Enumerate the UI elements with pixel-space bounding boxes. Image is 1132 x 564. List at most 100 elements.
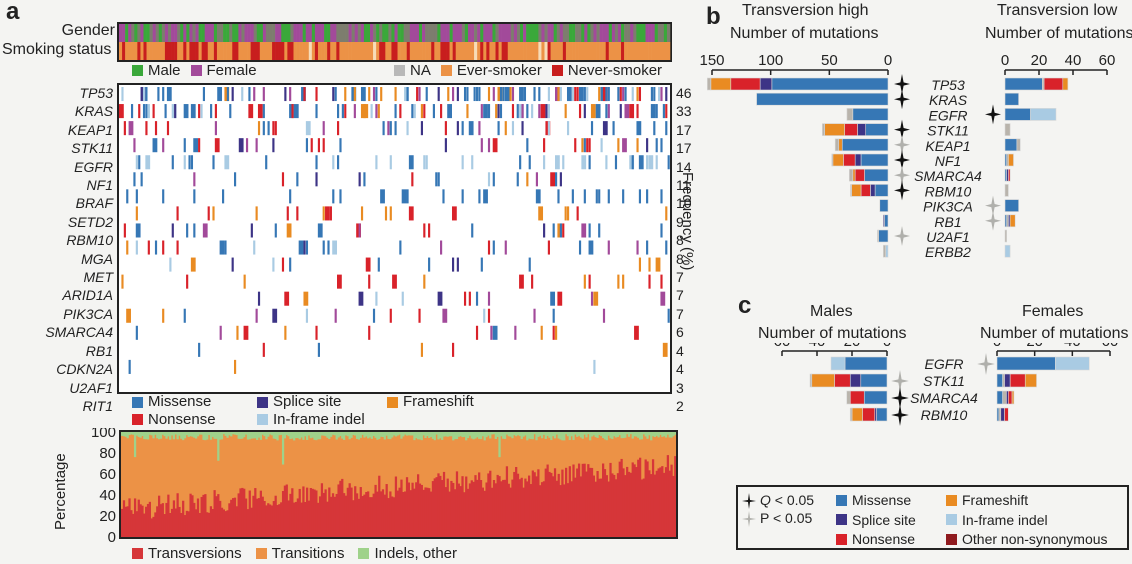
indel-bar [574, 432, 577, 435]
indel-bar [383, 432, 386, 440]
gender-cell [195, 24, 199, 42]
smoking-cell [167, 42, 172, 60]
transversion-bar [311, 488, 314, 537]
indel-bar [346, 432, 349, 437]
transversion-bar [528, 475, 531, 537]
mutation-cell [492, 138, 498, 153]
gender-cell [119, 24, 123, 42]
transversion-bar [248, 490, 251, 537]
transversion-bar [200, 496, 203, 537]
bar-segment-splice-site [1000, 407, 1005, 422]
mutation-cell [406, 189, 409, 204]
axis-tick-label: 20 [1031, 52, 1048, 69]
mutation-cell [171, 223, 174, 238]
bar-segment-frameshift [824, 123, 845, 136]
mutation-cell [523, 87, 527, 102]
mutation-cell [147, 104, 150, 119]
mutation-cell [154, 240, 158, 255]
transversion-bar [246, 509, 250, 537]
indel-bar [169, 432, 172, 440]
bar-segment-splice-site [870, 184, 876, 197]
gender-cell [434, 24, 438, 42]
mutation-cell [135, 325, 138, 340]
gender-cell [581, 24, 585, 42]
mutation-cell [636, 121, 642, 136]
gene-label: KRAS [74, 103, 113, 120]
transversion-bar [228, 503, 231, 537]
bar-segment-frameshift [710, 77, 732, 91]
bar-segment-other-non-synonymous [1004, 123, 1011, 136]
transversion-bar [368, 497, 372, 537]
indel-bar [137, 432, 140, 437]
mutation-cell [471, 155, 474, 170]
axis-tick-label: 40 [1064, 343, 1081, 350]
indel-bar [343, 432, 346, 440]
gender-cell [293, 24, 297, 42]
mutation-cell [375, 155, 378, 170]
gender-cell [158, 24, 163, 42]
indel-bar [435, 432, 438, 435]
transversion-bar [465, 476, 468, 537]
legend-item-female: Female [190, 62, 257, 79]
transversion-bar [152, 516, 155, 537]
mutation-cell [593, 291, 599, 306]
smoking-cell [189, 42, 193, 60]
transversion-bar [539, 485, 542, 537]
frequency-value: 7 [676, 305, 684, 322]
smoking-cell [131, 42, 135, 60]
transversion-bar [587, 464, 590, 537]
gender-cell [278, 24, 282, 42]
transversion-bar [640, 479, 644, 537]
mutation-cell [169, 257, 172, 272]
transversion-bar [161, 503, 164, 537]
transversion-bar [455, 471, 459, 537]
transversion-bar [398, 487, 401, 537]
indel-bar [380, 432, 383, 437]
transversion-bar [553, 468, 557, 537]
legend-swatch [551, 65, 563, 76]
transversion-bar [635, 467, 638, 537]
bar-segment-nonsense [1043, 77, 1064, 91]
gender-cell [400, 24, 404, 42]
indel-bar [243, 432, 246, 438]
indel-bar [174, 432, 177, 435]
gender-cell [140, 24, 144, 42]
smoking-cell [400, 42, 404, 60]
indel-bar [583, 432, 586, 435]
transversion-bar [298, 488, 301, 537]
indel-bar [596, 432, 599, 438]
mutation-cell [502, 87, 505, 102]
mutation-cell [222, 189, 225, 204]
legend-item-in-frame-indel: In-frame indel [946, 511, 1116, 529]
gender-cell [226, 24, 230, 42]
smoking-cell [281, 42, 285, 60]
indel-bar [474, 432, 477, 439]
gene-label: RBM10 [66, 232, 113, 249]
gender-cell [189, 24, 193, 42]
mutation-cell [387, 121, 390, 136]
smoking-cell [409, 42, 414, 60]
smoking-cell [578, 42, 582, 60]
indel-bar [213, 432, 216, 439]
mutation-cell [365, 257, 371, 272]
transversion-bar [239, 488, 242, 537]
indel-bar [193, 432, 196, 438]
smoking-cell [510, 42, 515, 60]
indel-bar [487, 432, 490, 436]
transversion-bar [348, 483, 351, 537]
gender-cell [122, 24, 126, 42]
gender-cell [611, 24, 616, 42]
transversion-bar [137, 499, 140, 537]
mutation-cell [665, 87, 668, 102]
mutation-cell [588, 274, 591, 289]
gender-cell [572, 24, 576, 42]
smoking-cell [223, 42, 227, 60]
gender-cell [422, 24, 426, 42]
mutation-cell [360, 206, 364, 221]
panel-b-left-axis-label: Number of mutations [730, 25, 879, 42]
transversion-bar [642, 478, 645, 537]
bar-segment-missense [1004, 77, 1043, 91]
mutation-cell [646, 155, 649, 170]
smoking-cell [119, 42, 123, 60]
indel-bar [211, 432, 214, 437]
